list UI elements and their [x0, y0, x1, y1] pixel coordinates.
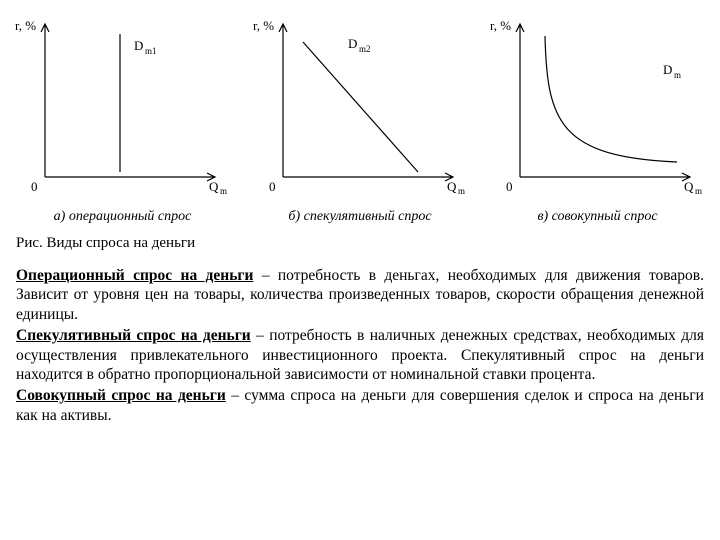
svg-text:m: m [220, 186, 227, 196]
term-speculative: Спекулятивный спрос на деньги [16, 327, 251, 344]
svg-text:Q: Q [447, 179, 457, 194]
svg-text:D: D [134, 38, 143, 53]
svg-text:m: m [695, 186, 702, 196]
paragraph-3: Совокупный спрос на деньги – сумма спрос… [16, 386, 704, 425]
svg-text:r, %: r, % [253, 18, 274, 33]
svg-text:0: 0 [31, 179, 38, 194]
svg-text:m: m [674, 70, 681, 80]
paragraph-1: Операционный спрос на деньги – потребнос… [16, 266, 704, 324]
svg-text:m2: m2 [359, 44, 371, 54]
svg-text:r, %: r, % [15, 18, 36, 33]
chart-svg-2: r, % 0 Qm Dm2 [248, 12, 473, 207]
svg-text:Q: Q [684, 179, 694, 194]
chart-caption-1: а) операционный спрос [54, 209, 192, 225]
svg-text:0: 0 [506, 179, 513, 194]
charts-row: r, %0QmDm1а) операционный спросr, %0QmDm… [10, 12, 710, 225]
svg-text:D: D [663, 62, 672, 77]
term-operational: Операционный спрос на деньги [16, 267, 253, 284]
chart-caption-3: в) совокупный спрос [537, 209, 657, 225]
svg-text:r, %: r, % [490, 18, 511, 33]
chart-2: r, % 0 Qm Dm2 б) спекулятивный спрос [248, 12, 473, 225]
svg-text:m: m [458, 186, 465, 196]
svg-text:D: D [348, 36, 357, 51]
svg-text:Q: Q [209, 179, 219, 194]
paragraph-2: Спекулятивный спрос на деньги – потребно… [16, 326, 704, 384]
term-total: Совокупный спрос на деньги [16, 387, 226, 404]
chart-caption-2: б) спекулятивный спрос [288, 209, 431, 225]
chart-3: r, %0QmDmв) совокупный спрос [485, 12, 710, 225]
svg-text:m1: m1 [145, 46, 157, 56]
chart-svg-3: r, %0QmDm [485, 12, 710, 207]
chart-1: r, % 0 Qm Dm1 а) операционный спрос [10, 12, 235, 225]
body-text: Операционный спрос на деньги – потребнос… [10, 266, 710, 425]
chart-svg-1: r, % 0 Qm Dm1 [10, 12, 235, 207]
svg-text:0: 0 [269, 179, 276, 194]
figure-title: Рис. Виды спроса на деньги [16, 235, 710, 252]
